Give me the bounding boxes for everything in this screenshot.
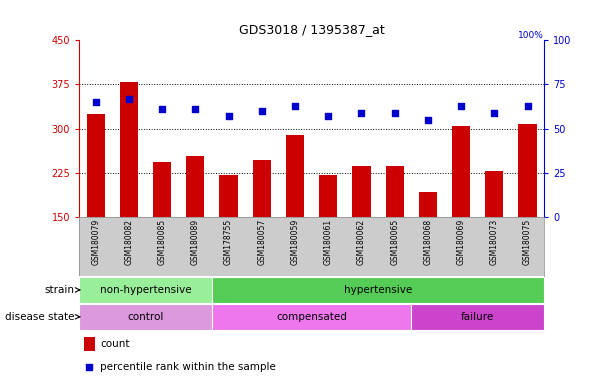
Bar xyxy=(485,171,503,217)
Text: disease state: disease state xyxy=(5,312,74,322)
Point xyxy=(456,103,466,109)
Bar xyxy=(84,337,95,351)
Bar xyxy=(186,156,204,217)
Bar xyxy=(419,192,437,217)
Bar xyxy=(79,277,212,303)
Text: GSM180069: GSM180069 xyxy=(457,219,466,265)
Point xyxy=(323,113,333,119)
Text: GSM180057: GSM180057 xyxy=(257,219,266,265)
Point xyxy=(157,106,167,112)
Text: GSM180089: GSM180089 xyxy=(191,219,200,265)
Text: 100%: 100% xyxy=(518,31,544,40)
Point xyxy=(523,103,533,109)
Text: GSM180085: GSM180085 xyxy=(157,219,167,265)
Point xyxy=(257,108,267,114)
Point xyxy=(356,110,366,116)
Text: GSM180061: GSM180061 xyxy=(323,219,333,265)
Text: GSM180062: GSM180062 xyxy=(357,219,366,265)
Point xyxy=(489,110,499,116)
Text: GSM180068: GSM180068 xyxy=(423,219,432,265)
Text: compensated: compensated xyxy=(276,312,347,322)
Text: count: count xyxy=(100,339,130,349)
Bar xyxy=(385,166,404,217)
Text: GSM180082: GSM180082 xyxy=(125,219,133,265)
Bar xyxy=(519,124,537,217)
Bar xyxy=(253,160,271,217)
Bar xyxy=(120,81,138,217)
Bar xyxy=(79,304,212,330)
Point xyxy=(224,113,233,119)
Text: GSM180065: GSM180065 xyxy=(390,219,399,265)
Bar xyxy=(212,277,544,303)
Point xyxy=(390,110,399,116)
Text: hypertensive: hypertensive xyxy=(344,285,412,295)
Bar xyxy=(411,304,544,330)
Bar xyxy=(86,114,105,217)
Point xyxy=(290,103,300,109)
Text: percentile rank within the sample: percentile rank within the sample xyxy=(100,362,276,372)
Text: GSM180073: GSM180073 xyxy=(490,219,499,265)
Bar xyxy=(319,175,337,217)
Point xyxy=(399,230,409,236)
Point xyxy=(190,106,200,112)
Text: GSM180079: GSM180079 xyxy=(91,219,100,265)
Bar xyxy=(286,134,304,217)
Point xyxy=(423,117,433,123)
Bar xyxy=(219,175,238,217)
Bar xyxy=(212,304,411,330)
Text: non-hypertensive: non-hypertensive xyxy=(100,285,192,295)
Bar xyxy=(352,166,370,217)
Bar xyxy=(153,162,171,217)
Point xyxy=(91,99,100,105)
Point xyxy=(124,96,134,102)
Text: strain: strain xyxy=(44,285,74,295)
Text: failure: failure xyxy=(461,312,494,322)
Text: GSM180059: GSM180059 xyxy=(291,219,300,265)
Text: control: control xyxy=(127,312,164,322)
Text: GSM180075: GSM180075 xyxy=(523,219,532,265)
Bar xyxy=(452,126,470,217)
Text: GSM178755: GSM178755 xyxy=(224,219,233,265)
Text: GDS3018 / 1395387_at: GDS3018 / 1395387_at xyxy=(239,23,384,36)
